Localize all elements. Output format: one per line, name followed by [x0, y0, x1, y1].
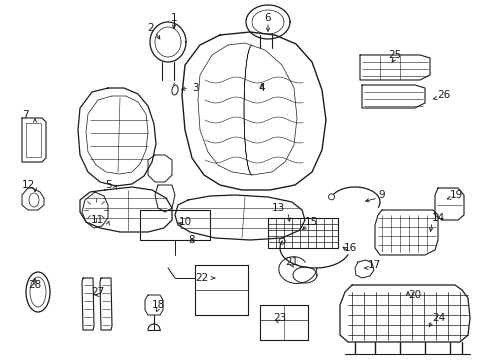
- Polygon shape: [267, 218, 337, 248]
- Text: 1: 1: [170, 13, 177, 23]
- Polygon shape: [260, 305, 307, 340]
- Polygon shape: [175, 195, 305, 240]
- Text: 18: 18: [151, 300, 164, 310]
- Text: 11: 11: [91, 215, 104, 225]
- Text: 10: 10: [178, 217, 191, 227]
- Text: 12: 12: [22, 180, 35, 190]
- Polygon shape: [22, 118, 46, 162]
- Polygon shape: [245, 5, 289, 39]
- Text: 21: 21: [285, 257, 298, 267]
- Polygon shape: [195, 265, 247, 315]
- Text: 14: 14: [431, 213, 445, 223]
- Text: 13: 13: [271, 203, 285, 213]
- Polygon shape: [80, 187, 172, 232]
- Text: 9: 9: [377, 190, 384, 200]
- Polygon shape: [145, 295, 163, 315]
- Ellipse shape: [172, 85, 178, 95]
- Polygon shape: [359, 55, 429, 80]
- Text: 24: 24: [431, 313, 445, 323]
- Text: 16: 16: [343, 243, 356, 253]
- Text: 8: 8: [188, 235, 195, 245]
- Text: 17: 17: [367, 260, 381, 270]
- Polygon shape: [82, 278, 94, 330]
- Text: 15: 15: [305, 217, 318, 227]
- Polygon shape: [82, 192, 108, 228]
- Text: 22: 22: [194, 273, 207, 283]
- Text: 28: 28: [28, 280, 41, 290]
- Polygon shape: [100, 278, 112, 330]
- Text: 3: 3: [192, 83, 198, 93]
- Polygon shape: [434, 188, 463, 220]
- Text: 5: 5: [105, 180, 112, 190]
- Text: 20: 20: [407, 290, 420, 300]
- Text: 2: 2: [147, 23, 154, 33]
- Polygon shape: [361, 85, 424, 108]
- Polygon shape: [182, 32, 325, 190]
- Polygon shape: [354, 260, 373, 278]
- Text: 25: 25: [387, 50, 401, 60]
- Polygon shape: [148, 155, 172, 182]
- Polygon shape: [22, 188, 44, 210]
- Polygon shape: [155, 185, 175, 212]
- Polygon shape: [150, 22, 185, 62]
- Text: 19: 19: [449, 190, 462, 200]
- Polygon shape: [339, 285, 469, 342]
- Ellipse shape: [26, 272, 50, 312]
- Text: 26: 26: [436, 90, 449, 100]
- Polygon shape: [374, 210, 437, 255]
- Text: 7: 7: [22, 110, 29, 120]
- Text: 4: 4: [258, 83, 265, 93]
- Ellipse shape: [328, 194, 334, 200]
- Text: 23: 23: [273, 313, 286, 323]
- Text: 6: 6: [264, 13, 271, 23]
- Polygon shape: [78, 88, 156, 186]
- Text: 27: 27: [91, 287, 104, 297]
